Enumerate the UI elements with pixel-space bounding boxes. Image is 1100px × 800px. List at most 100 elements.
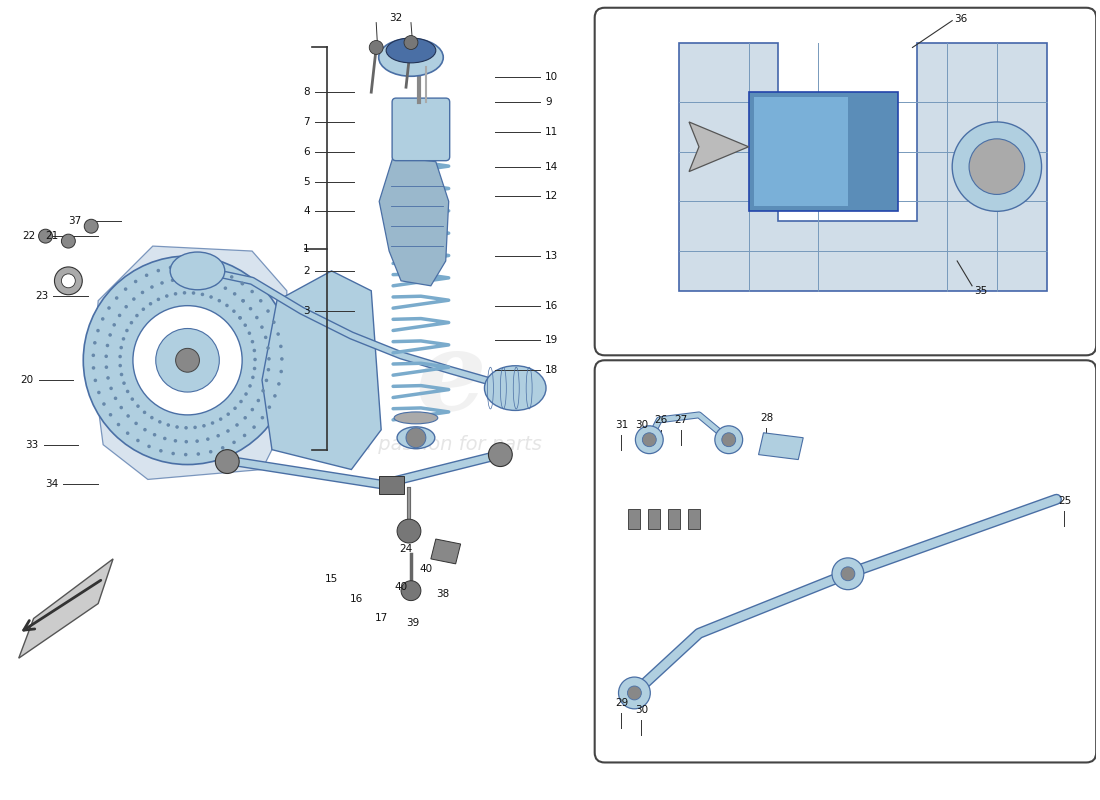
- Circle shape: [125, 431, 130, 435]
- Polygon shape: [379, 157, 449, 286]
- Circle shape: [91, 354, 95, 357]
- Text: 24: 24: [399, 544, 412, 554]
- Text: 19: 19: [544, 335, 559, 346]
- Circle shape: [232, 441, 235, 444]
- Bar: [688, 510, 700, 529]
- Circle shape: [153, 433, 156, 437]
- Circle shape: [141, 290, 144, 294]
- Text: a passion for parts: a passion for parts: [360, 435, 541, 454]
- Circle shape: [120, 346, 123, 350]
- Bar: [648, 510, 660, 529]
- Bar: [628, 510, 640, 529]
- Ellipse shape: [484, 366, 546, 410]
- Ellipse shape: [394, 412, 438, 424]
- Circle shape: [251, 408, 254, 411]
- Circle shape: [175, 426, 179, 429]
- Circle shape: [722, 433, 736, 446]
- Text: 26: 26: [654, 415, 668, 425]
- Circle shape: [249, 384, 252, 388]
- Ellipse shape: [170, 252, 224, 290]
- Text: 37: 37: [68, 216, 81, 226]
- Polygon shape: [689, 122, 749, 171]
- Text: 3: 3: [304, 306, 310, 316]
- Circle shape: [200, 293, 205, 296]
- Circle shape: [147, 445, 151, 448]
- Circle shape: [106, 344, 109, 347]
- Text: 40: 40: [395, 582, 408, 592]
- Circle shape: [264, 335, 267, 339]
- Circle shape: [276, 332, 279, 336]
- Circle shape: [260, 326, 264, 329]
- Circle shape: [62, 274, 75, 288]
- Circle shape: [397, 519, 421, 543]
- Circle shape: [160, 449, 163, 453]
- Circle shape: [226, 304, 229, 307]
- Circle shape: [211, 422, 215, 425]
- Circle shape: [142, 307, 145, 311]
- Circle shape: [125, 390, 130, 394]
- Circle shape: [253, 358, 256, 362]
- Circle shape: [239, 316, 242, 320]
- Circle shape: [104, 366, 108, 369]
- FancyBboxPatch shape: [595, 8, 1097, 355]
- Text: 29: 29: [615, 698, 628, 708]
- Circle shape: [120, 406, 123, 410]
- Text: 22: 22: [22, 231, 35, 241]
- Text: 21: 21: [45, 231, 58, 241]
- Circle shape: [233, 406, 236, 410]
- Circle shape: [279, 345, 283, 348]
- Text: 16: 16: [544, 301, 559, 310]
- FancyBboxPatch shape: [392, 98, 450, 161]
- Polygon shape: [19, 559, 113, 658]
- Ellipse shape: [397, 427, 434, 449]
- Circle shape: [109, 386, 113, 390]
- Circle shape: [122, 337, 125, 341]
- Circle shape: [156, 329, 219, 392]
- Circle shape: [104, 354, 108, 358]
- Circle shape: [112, 323, 115, 326]
- Circle shape: [161, 281, 164, 285]
- Circle shape: [241, 299, 245, 302]
- Circle shape: [241, 299, 245, 302]
- Polygon shape: [94, 246, 287, 479]
- Circle shape: [255, 316, 258, 319]
- Circle shape: [94, 378, 97, 382]
- Circle shape: [174, 439, 177, 442]
- Circle shape: [91, 366, 96, 370]
- Text: 27: 27: [674, 415, 688, 425]
- Circle shape: [262, 389, 265, 393]
- Circle shape: [252, 426, 256, 429]
- Text: 35: 35: [974, 286, 988, 296]
- Circle shape: [170, 278, 174, 282]
- Circle shape: [244, 392, 248, 396]
- Text: 15: 15: [324, 574, 338, 584]
- Text: 34: 34: [45, 479, 58, 490]
- Text: 40: 40: [419, 564, 432, 574]
- Circle shape: [192, 278, 196, 281]
- Polygon shape: [679, 42, 1046, 290]
- Circle shape: [158, 420, 162, 424]
- Text: 38: 38: [436, 589, 450, 598]
- Text: 13: 13: [544, 251, 559, 261]
- Circle shape: [109, 333, 112, 337]
- Text: 36: 36: [954, 14, 967, 24]
- Circle shape: [251, 340, 254, 343]
- Circle shape: [55, 267, 82, 294]
- Circle shape: [124, 305, 128, 309]
- Ellipse shape: [378, 38, 443, 76]
- Circle shape: [134, 280, 138, 283]
- Circle shape: [832, 558, 864, 590]
- Text: 30: 30: [635, 705, 648, 715]
- Circle shape: [165, 294, 168, 298]
- Circle shape: [251, 375, 255, 379]
- Circle shape: [842, 567, 855, 581]
- Circle shape: [253, 349, 256, 352]
- Circle shape: [209, 295, 213, 298]
- Circle shape: [279, 370, 283, 374]
- Circle shape: [102, 402, 106, 406]
- Circle shape: [132, 298, 135, 301]
- Circle shape: [113, 397, 118, 400]
- Circle shape: [39, 229, 53, 243]
- Circle shape: [277, 382, 280, 386]
- Circle shape: [96, 329, 100, 332]
